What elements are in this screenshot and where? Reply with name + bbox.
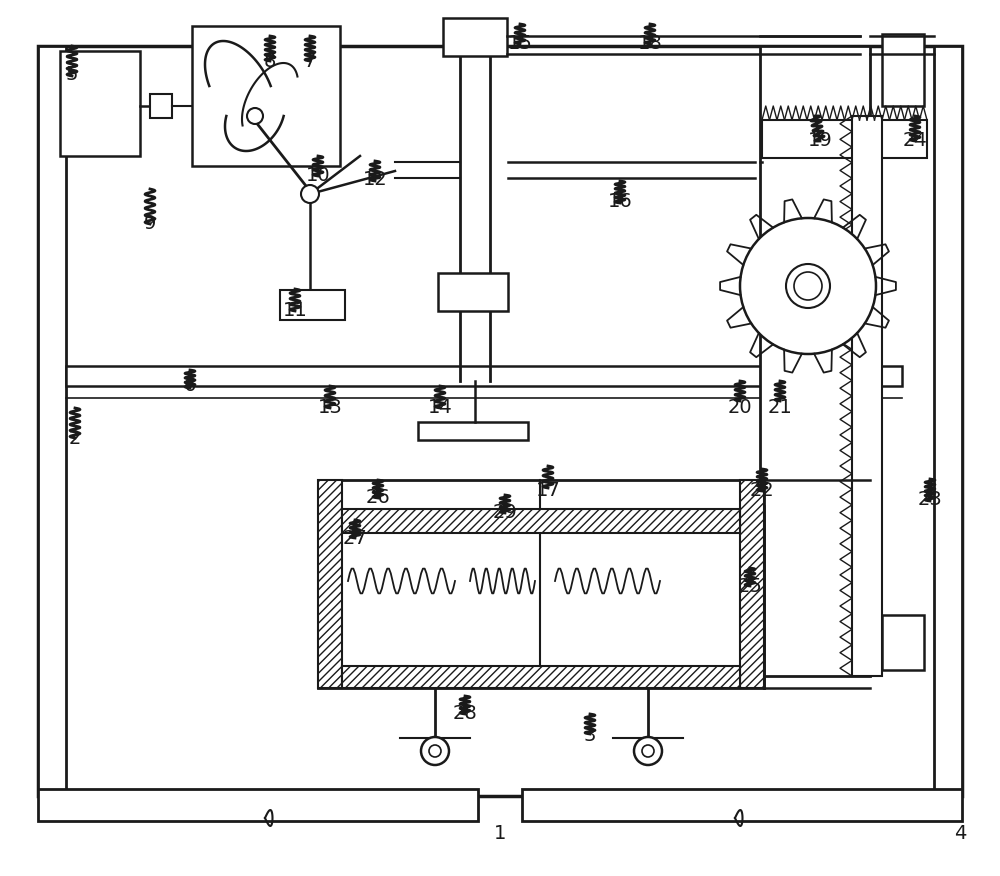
Bar — [38, 46, 962, 796]
Text: 14: 14 — [428, 398, 452, 417]
Text: 27: 27 — [343, 529, 367, 548]
Circle shape — [301, 185, 319, 203]
Text: 15: 15 — [508, 34, 532, 53]
Bar — [38, 46, 66, 796]
Text: 9: 9 — [144, 214, 156, 233]
Circle shape — [740, 218, 876, 354]
Text: 29: 29 — [493, 503, 517, 522]
Circle shape — [421, 737, 449, 765]
Text: 4: 4 — [954, 824, 966, 844]
Bar — [342, 509, 740, 533]
Text: 19: 19 — [808, 131, 832, 150]
Text: 24: 24 — [903, 131, 927, 150]
Circle shape — [634, 737, 662, 765]
Bar — [418, 422, 528, 440]
Circle shape — [429, 745, 441, 757]
Bar — [318, 480, 764, 688]
Bar — [522, 789, 962, 821]
Bar — [882, 34, 924, 106]
Bar — [342, 666, 740, 688]
Text: 1: 1 — [494, 824, 506, 844]
Circle shape — [642, 745, 654, 757]
Text: 28: 28 — [453, 704, 477, 724]
Text: 3: 3 — [584, 726, 596, 745]
Bar — [38, 789, 478, 821]
Bar — [150, 94, 172, 118]
Text: 7: 7 — [304, 52, 316, 71]
Text: 12: 12 — [363, 170, 387, 189]
Bar — [760, 46, 870, 676]
Bar — [852, 116, 882, 676]
Bar — [60, 51, 140, 156]
Text: 20: 20 — [728, 398, 752, 417]
Text: 6: 6 — [184, 376, 196, 395]
Circle shape — [786, 264, 830, 308]
Text: 23: 23 — [918, 490, 942, 509]
Bar — [762, 120, 927, 158]
Text: 18: 18 — [638, 34, 662, 53]
Text: 16: 16 — [608, 192, 632, 211]
Bar — [280, 290, 345, 320]
Text: 26: 26 — [366, 488, 390, 507]
Text: 25: 25 — [738, 577, 762, 597]
Bar — [934, 46, 962, 796]
Bar — [66, 366, 902, 386]
Bar — [438, 273, 508, 311]
Circle shape — [247, 108, 263, 124]
Bar — [443, 18, 507, 56]
Text: 10: 10 — [306, 166, 330, 185]
Text: 17: 17 — [536, 481, 560, 500]
Text: 22: 22 — [750, 481, 774, 500]
Text: 2: 2 — [69, 428, 81, 448]
Bar — [740, 480, 764, 688]
Text: 8: 8 — [264, 52, 276, 71]
Text: 21: 21 — [768, 398, 792, 417]
Text: 13: 13 — [318, 398, 342, 417]
Bar — [318, 480, 342, 688]
Bar — [882, 615, 924, 670]
Bar — [192, 26, 340, 166]
Circle shape — [794, 272, 822, 300]
Text: 5: 5 — [66, 65, 78, 84]
Text: 11: 11 — [283, 301, 307, 321]
